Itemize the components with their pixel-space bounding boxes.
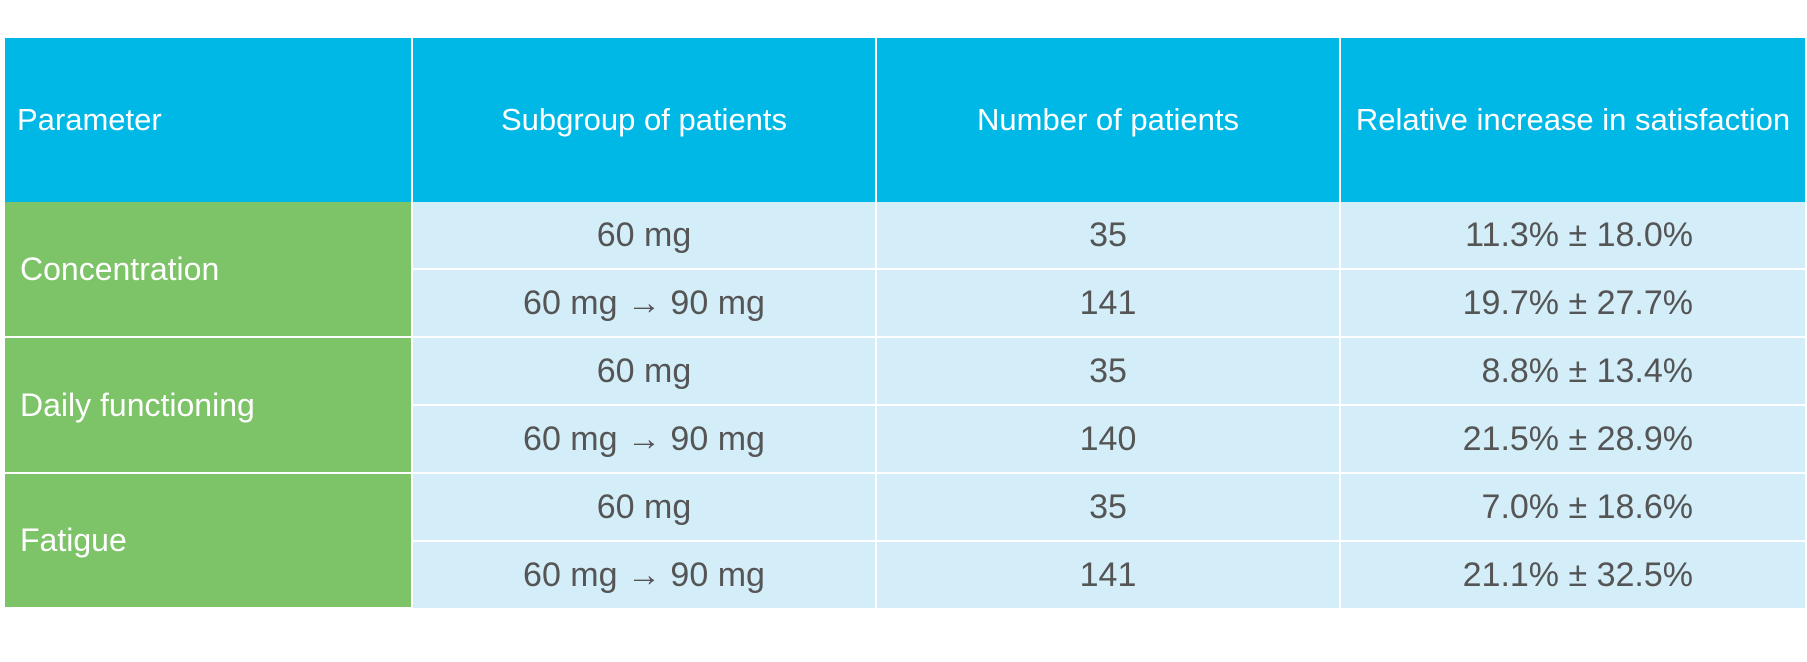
- number-cell: 35: [876, 202, 1341, 270]
- table-body: Concentration 60 mg 35 11.3% ± 18.0% 60 …: [5, 202, 1805, 609]
- header-row: Parameter Subgroup of patients Number of…: [5, 38, 1805, 202]
- relative-cell: 7.0% ± 18.6%: [1340, 473, 1805, 542]
- number-cell: 141: [876, 269, 1341, 338]
- subgroup-cell: 60 mg: [412, 202, 877, 270]
- table-row: Fatigue 60 mg 35 7.0% ± 18.6%: [5, 473, 1805, 609]
- number-cell: 35: [876, 473, 1341, 542]
- header-relative: Relative increase in satisfaction: [1340, 38, 1805, 202]
- relative-cell: 19.7% ± 27.7%: [1340, 269, 1805, 338]
- header-subgroup: Subgroup of patients: [412, 38, 877, 202]
- number-cell: 35: [876, 337, 1341, 406]
- subgroup-cell: 60 mg → 90 mg: [412, 541, 877, 608]
- subgroup-cell: 60 mg: [412, 337, 877, 406]
- satisfaction-table: Parameter Subgroup of patients Number of…: [5, 38, 1805, 609]
- relative-cell: 21.5% ± 28.9%: [1340, 405, 1805, 474]
- results-table-container: Parameter Subgroup of patients Number of…: [5, 38, 1805, 609]
- param-cell-concentration: Concentration: [5, 202, 413, 338]
- relative-cell: 8.8% ± 13.4%: [1340, 337, 1805, 406]
- table-row: 60 mg → 90 mg 140 21.5% ± 28.9%: [5, 405, 1805, 474]
- relative-cell: 21.1% ± 32.5%: [1340, 541, 1805, 608]
- table-row: Daily functioning 60 mg 35 8.8% ± 13.4%: [5, 337, 1805, 474]
- subgroup-cell: 60 mg → 90 mg: [412, 269, 877, 338]
- table-row: Concentration 60 mg 35 11.3% ± 18.0%: [5, 202, 1805, 338]
- subgroup-cell: 60 mg: [412, 473, 877, 542]
- number-cell: 141: [876, 541, 1341, 608]
- table-row: 60 mg → 90 mg 141 19.7% ± 27.7%: [5, 269, 1805, 338]
- table-row: 60 mg → 90 mg 141 21.1% ± 32.5%: [5, 541, 1805, 608]
- number-cell: 140: [876, 405, 1341, 474]
- param-cell-daily-functioning: Daily functioning: [5, 337, 413, 474]
- param-cell-fatigue: Fatigue: [5, 473, 413, 609]
- subgroup-cell: 60 mg → 90 mg: [412, 405, 877, 474]
- table-header: Parameter Subgroup of patients Number of…: [5, 38, 1805, 202]
- header-number: Number of patients: [876, 38, 1341, 202]
- header-parameter: Parameter: [5, 38, 413, 202]
- relative-cell: 11.3% ± 18.0%: [1340, 202, 1805, 270]
